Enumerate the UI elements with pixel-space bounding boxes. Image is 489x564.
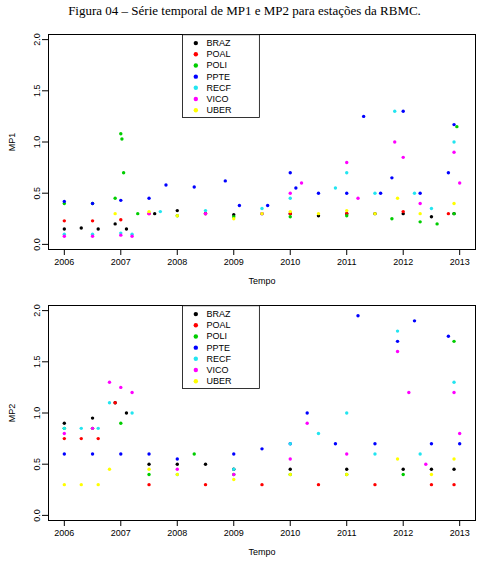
svg-text:0.5: 0.5: [32, 187, 42, 200]
svg-text:2008: 2008: [167, 528, 187, 538]
svg-text:POLI: POLI: [206, 331, 227, 341]
svg-text:POAL: POAL: [206, 49, 230, 59]
svg-text:2011: 2011: [337, 528, 356, 538]
svg-text:2010: 2010: [280, 528, 300, 538]
svg-text:UBER: UBER: [206, 376, 232, 386]
svg-text:POLI: POLI: [206, 60, 227, 70]
svg-text:2012: 2012: [393, 257, 413, 267]
svg-text:0.0: 0.0: [32, 238, 42, 251]
svg-text:BRAZ: BRAZ: [206, 38, 231, 48]
svg-text:VICO: VICO: [206, 365, 228, 375]
svg-text:VICO: VICO: [206, 94, 228, 104]
svg-text:2006: 2006: [54, 257, 74, 267]
svg-text:Tempo: Tempo: [248, 547, 275, 557]
svg-text:UBER: UBER: [206, 105, 232, 115]
svg-text:POAL: POAL: [206, 320, 230, 330]
svg-text:MP2: MP2: [7, 404, 17, 423]
html-text:Figura 04 – Série temporal de: Figura 04 – Série temporal de MP1 e MP2 …: [68, 3, 421, 18]
svg-text:0.5: 0.5: [32, 458, 42, 471]
svg-text:PPTE: PPTE: [206, 72, 230, 82]
svg-text:1.0: 1.0: [32, 136, 42, 149]
svg-text:PPTE: PPTE: [206, 343, 230, 353]
svg-text:1.5: 1.5: [32, 85, 42, 98]
svg-text:2011: 2011: [337, 257, 356, 267]
svg-text:2009: 2009: [224, 528, 244, 538]
svg-text:2006: 2006: [54, 528, 74, 538]
svg-text:2012: 2012: [393, 528, 413, 538]
svg-text:BRAZ: BRAZ: [206, 309, 231, 319]
svg-text:2.0: 2.0: [32, 304, 42, 317]
svg-text:1.0: 1.0: [32, 407, 42, 420]
svg-text:RECF: RECF: [206, 354, 231, 364]
svg-text:2008: 2008: [167, 257, 187, 267]
svg-text:2009: 2009: [224, 257, 244, 267]
svg-text:2013: 2013: [450, 528, 470, 538]
svg-text:2007: 2007: [111, 257, 131, 267]
svg-text:Tempo: Tempo: [248, 276, 275, 286]
svg-text:2007: 2007: [111, 528, 131, 538]
svg-text:0.0: 0.0: [32, 509, 42, 522]
svg-text:MP1: MP1: [7, 133, 17, 152]
svg-text:2.0: 2.0: [32, 33, 42, 46]
svg-text:1.5: 1.5: [32, 356, 42, 369]
svg-text:2010: 2010: [280, 257, 300, 267]
svg-text:RECF: RECF: [206, 83, 231, 93]
svg-text:2013: 2013: [450, 257, 470, 267]
